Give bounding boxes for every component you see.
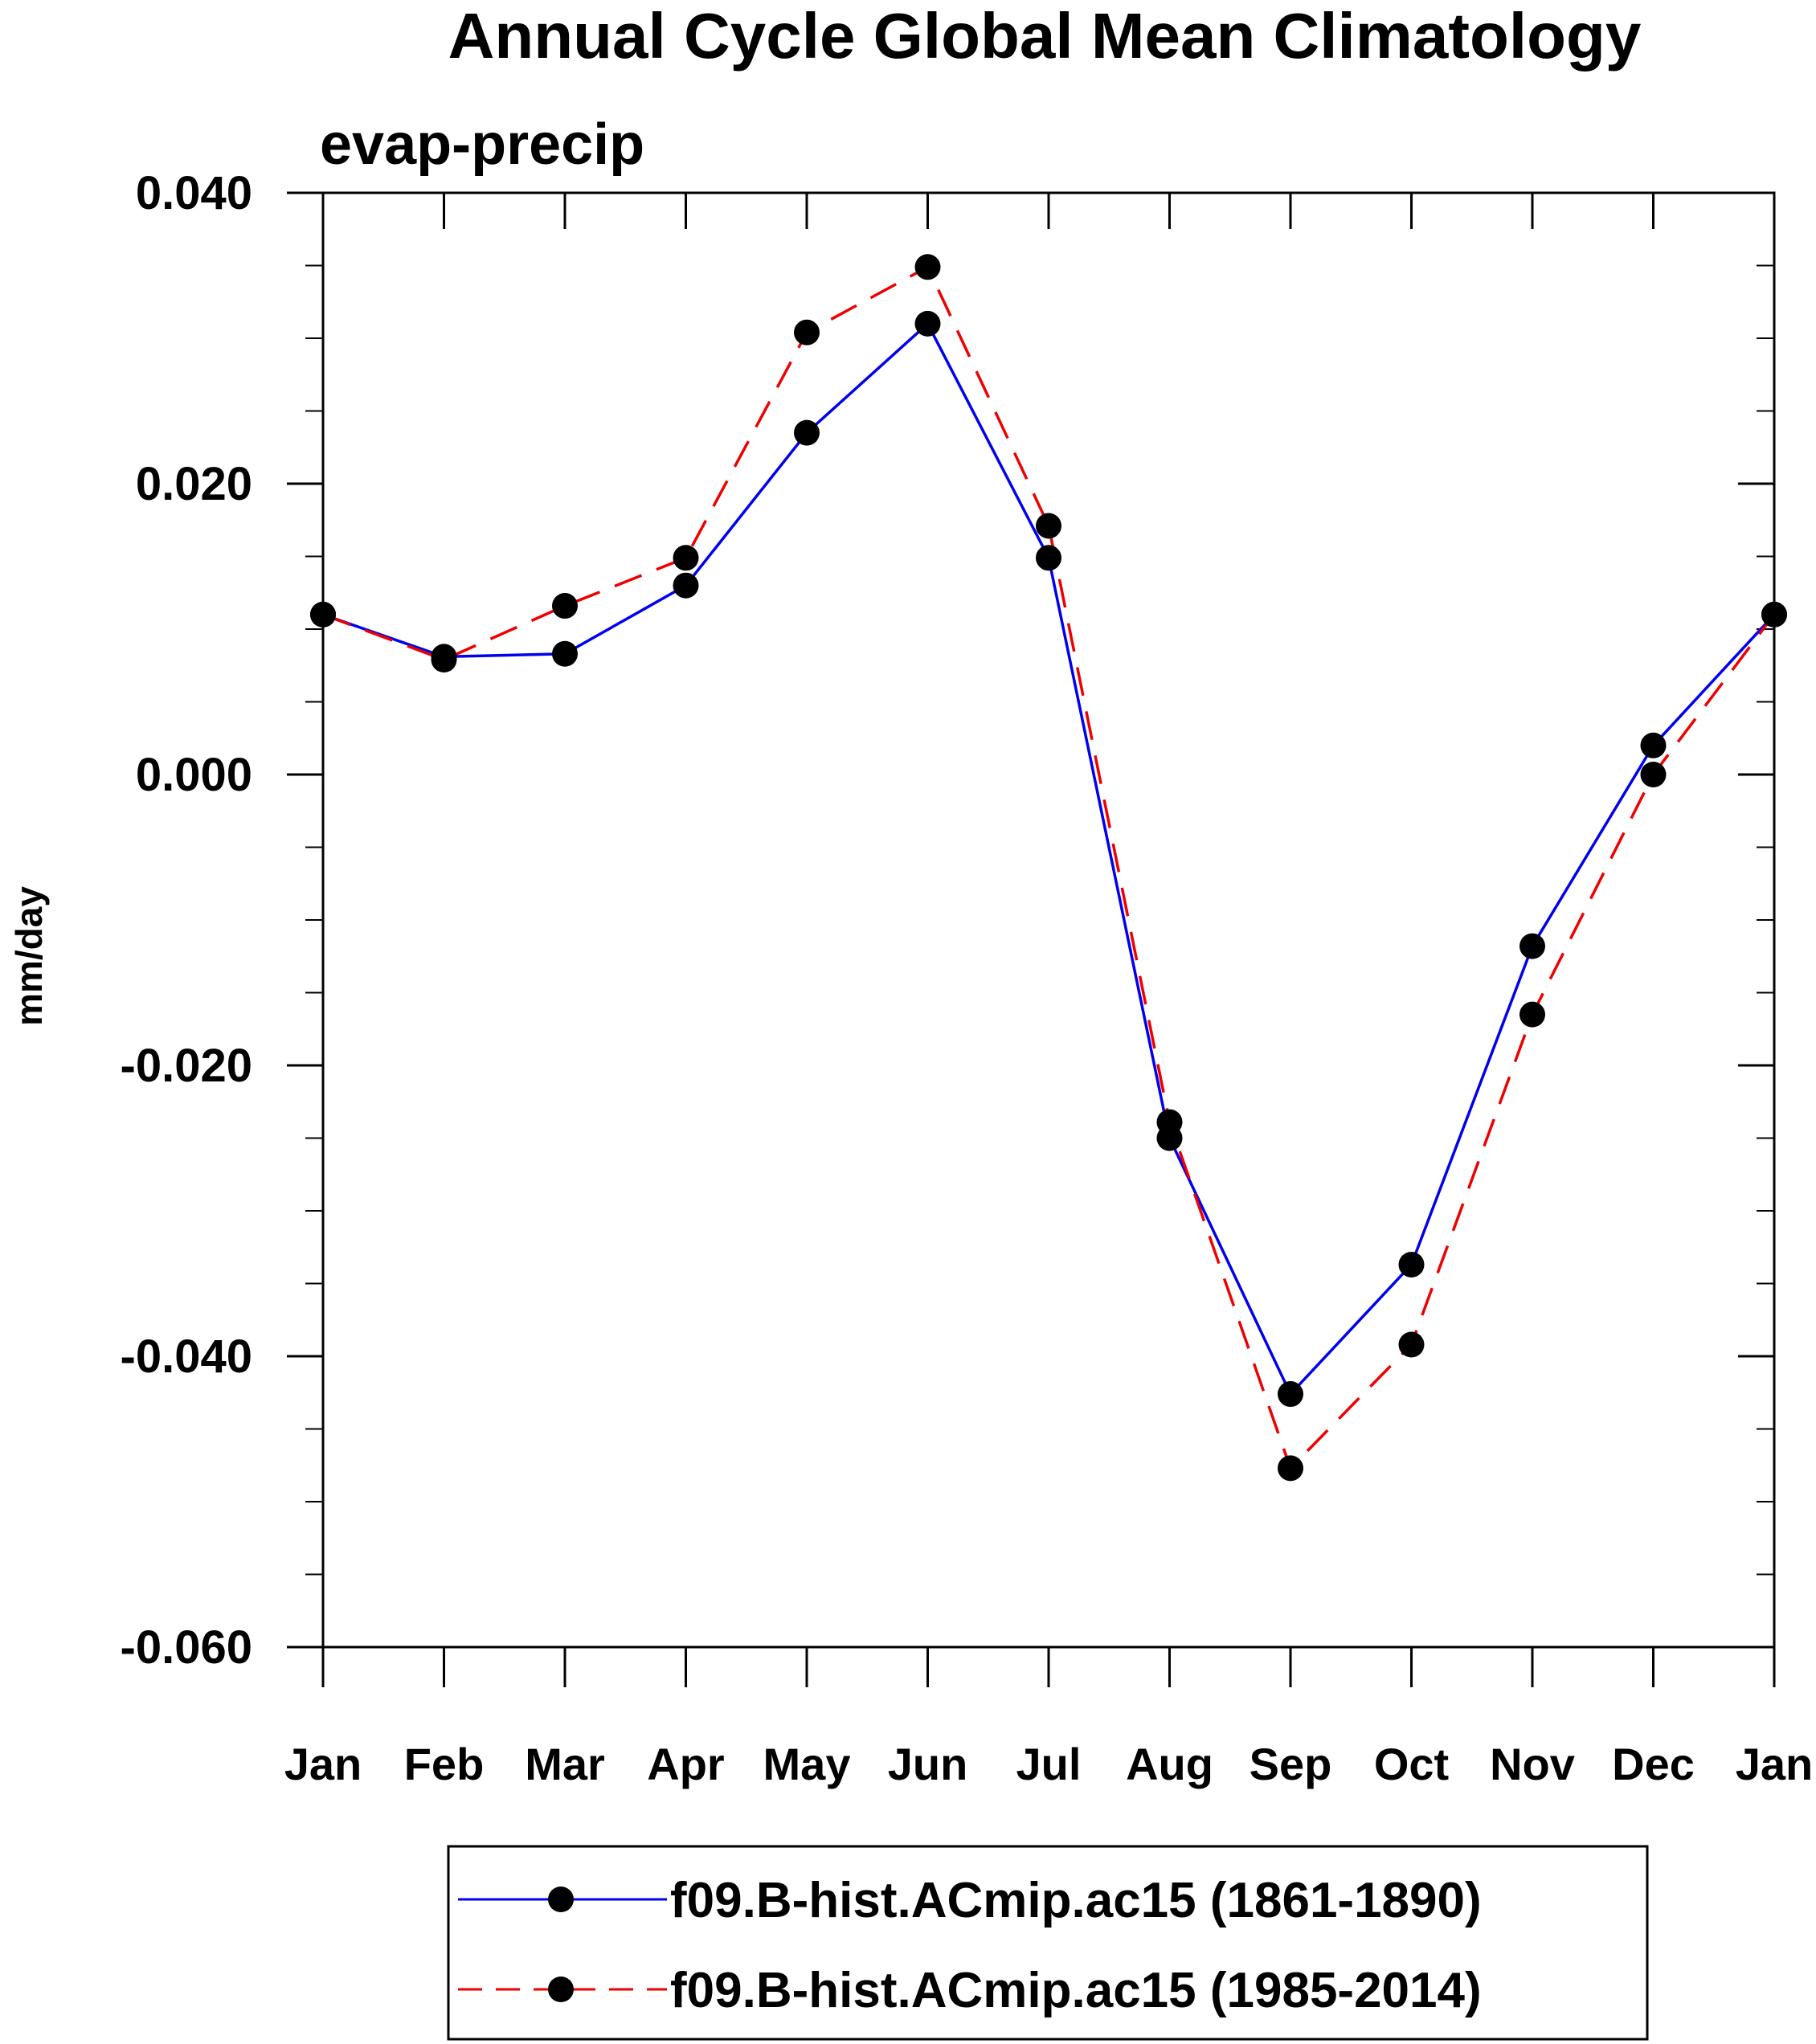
x-tick-label: Mar [525,1739,605,1789]
legend-box [447,1845,1649,2041]
legend-label-series-1: f09.B-hist.ACmip.ac15 (1861-1890) [670,1873,1482,1928]
major-ticks [287,191,1776,1687]
y-tick-label: -0.060 [121,1621,252,1674]
data-point-series-2 [1036,513,1061,539]
data-point-series-1 [914,310,941,337]
y-tick-label: -0.040 [121,1331,252,1383]
x-tick-label: Sep [1250,1739,1332,1789]
series-line-1 [322,322,1776,1396]
y-tick-label: 0.040 [136,167,252,219]
data-point-series-1 [794,419,820,446]
series-line-2 [322,265,1776,1470]
y-tick-label: -0.020 [121,1040,252,1092]
data-point-series-1 [1640,732,1667,758]
legend-label-series-2: f09.B-hist.ACmip.ac15 (1985-2014) [670,1963,1482,2018]
y-tick-labels: 0.040 0.020 0.000 -0.020 -0.040 -0.060 [121,167,252,1674]
data-point-series-2 [914,254,941,280]
legend-marker-series-2 [548,1977,574,2002]
y-tick-label: 0.000 [136,749,252,801]
x-tick-label: Feb [404,1739,485,1789]
x-tick-label: Dec [1612,1739,1695,1789]
x-tick-label: Apr [647,1739,724,1789]
x-tick-labels: Jan Feb Mar Apr May Jun Jul Aug Sep Oct Nov Dec Jan [284,1739,1814,1789]
x-tick-label: Aug [1126,1739,1213,1789]
data-point-series-2 [1398,1331,1425,1358]
data-point-series-1 [1398,1251,1425,1278]
data-point-series-1 [1036,545,1061,571]
data-point-series-2 [1640,762,1667,787]
chart-subtitle: evap-precip [320,112,644,177]
data-point-series-2 [673,545,699,571]
series-lines [322,265,1776,1470]
x-tick-label: Jan [1736,1739,1814,1789]
data-point-series-1 [552,640,578,667]
plot-frame [321,191,1776,1649]
minor-ticks [305,264,1774,1576]
data-point-series-1 [1278,1381,1303,1408]
data-point-series-1 [1519,933,1545,959]
data-point-series-2 [1156,1109,1183,1135]
x-tick-label: Jul [1016,1739,1082,1789]
data-point-series-2 [794,319,820,345]
x-tick-label: May [763,1739,851,1789]
data-point-series-2 [431,647,457,673]
data-point-series-1 [673,572,699,599]
series-markers [310,254,1787,1482]
x-tick-label: Jan [284,1739,362,1789]
legend-marker-series-1 [548,1887,574,1912]
y-axis-label: mm/day [8,886,50,1026]
data-point-series-2 [1278,1455,1303,1482]
legend: f09.B-hist.ACmip.ac15 (1861-1890) f09.B-… [447,1845,1649,2041]
y-tick-label: 0.020 [136,458,252,510]
x-tick-label: Jun [888,1739,968,1789]
x-tick-label: Nov [1490,1739,1575,1789]
data-point-series-2 [552,593,578,619]
data-point-series-2 [1519,1001,1545,1028]
x-tick-label: Oct [1374,1739,1449,1789]
chart-title: Annual Cycle Global Mean Climatology [448,0,1642,72]
